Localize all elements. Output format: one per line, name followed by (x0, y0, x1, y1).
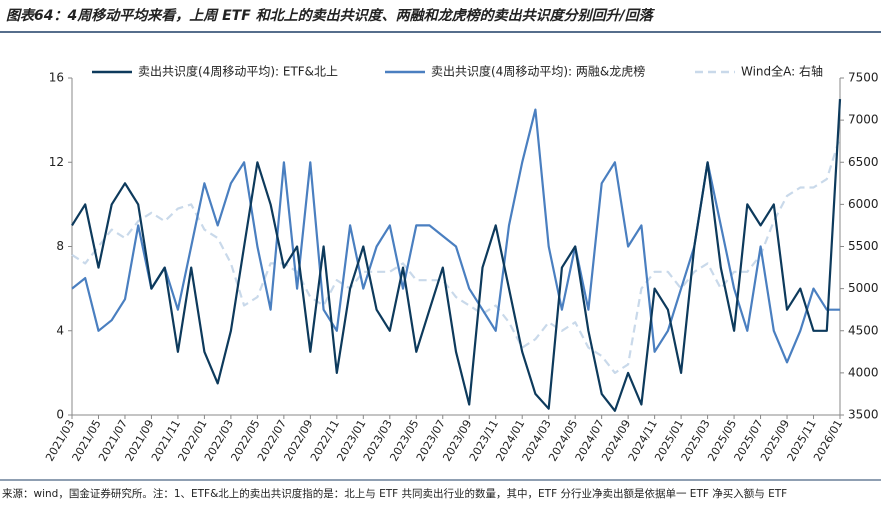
y2-tick-label: 3500 (848, 408, 879, 422)
y2-tick-label: 4500 (848, 323, 879, 337)
legend-label: 卖出共识度(4周移动平均): 两融&龙虎榜 (431, 64, 645, 79)
y-tick-label: 16 (49, 71, 64, 85)
y2-tick-label: 6000 (848, 197, 879, 211)
legend-label: 卖出共识度(4周移动平均): ETF&北上 (138, 64, 338, 79)
y2-tick-label: 4000 (848, 365, 879, 379)
series-line (71, 136, 842, 374)
legend-label: Wind全A: 右轴 (741, 64, 823, 79)
y2-tick-label: 5000 (848, 281, 879, 295)
y-tick-label: 0 (56, 408, 64, 422)
y2-tick-label: 7500 (848, 71, 879, 85)
y-tick-label: 12 (49, 155, 64, 169)
series-line (71, 99, 842, 412)
y-tick-label: 4 (56, 323, 64, 337)
series-line (71, 108, 840, 364)
y2-tick-label: 7000 (848, 113, 879, 127)
y2-tick-label: 5500 (848, 239, 879, 253)
chart-title: 图表64：4周移动平均来看，上周 ETF 和北上的卖出共识度、两融和龙虎榜的卖出… (6, 7, 656, 24)
source-note: 来源：wind，国金证券研究所。注：1、ETF&北上的卖出共识度指的是：北上与 … (2, 487, 787, 500)
y2-tick-label: 6500 (848, 155, 879, 169)
y-tick-label: 8 (56, 239, 64, 253)
